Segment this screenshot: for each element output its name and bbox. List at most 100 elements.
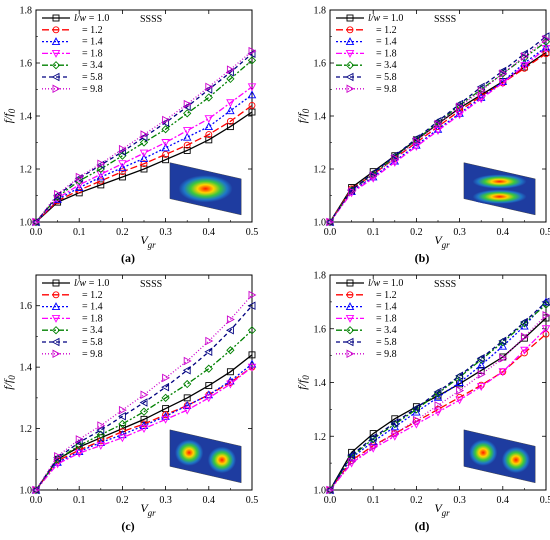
data-point xyxy=(369,171,378,180)
series-line xyxy=(35,94,253,223)
y-tick-label: 1.4 xyxy=(20,363,33,374)
data-point xyxy=(139,149,149,158)
series-line xyxy=(329,35,547,223)
mode-shape-inset xyxy=(169,162,242,216)
data-point xyxy=(161,415,170,424)
data-point xyxy=(118,163,127,172)
data-point xyxy=(369,442,378,452)
data-point xyxy=(391,415,399,423)
data-point xyxy=(96,170,106,179)
data-point xyxy=(183,141,191,149)
data-point xyxy=(118,168,126,176)
x-tick-label: 0.0 xyxy=(30,227,43,238)
legend-marker xyxy=(345,337,354,347)
data-point xyxy=(204,347,213,357)
data-point xyxy=(96,442,106,450)
panel-label: (a) xyxy=(121,251,135,265)
legend-marker xyxy=(346,279,354,287)
data-point xyxy=(140,390,149,400)
x-tick-label: 0.0 xyxy=(324,495,337,506)
legend-marker xyxy=(52,279,60,287)
legend-label: l/w = 1.0 xyxy=(74,13,109,24)
legend-label: = 5.8 xyxy=(82,72,103,83)
data-point xyxy=(182,406,192,415)
data-point xyxy=(347,450,356,460)
data-point xyxy=(412,136,421,146)
data-point xyxy=(412,407,421,416)
data-point xyxy=(369,430,377,438)
data-point xyxy=(248,46,257,56)
data-point xyxy=(205,336,214,346)
data-point xyxy=(31,485,41,495)
legend-label: l/w = 1.0 xyxy=(74,278,109,289)
data-point xyxy=(32,217,41,227)
data-point xyxy=(348,457,357,467)
legend-marker xyxy=(52,26,60,34)
x-tick-label: 0.0 xyxy=(30,495,43,506)
data-point xyxy=(520,62,529,71)
data-point xyxy=(247,90,257,99)
series-line xyxy=(329,41,547,223)
series-line xyxy=(329,301,547,491)
x-tick-label: 0.5 xyxy=(246,227,259,238)
data-point xyxy=(74,438,83,447)
data-point xyxy=(433,387,442,397)
data-point xyxy=(139,398,148,407)
legend-label: = 9.8 xyxy=(82,349,103,360)
data-point xyxy=(32,485,41,495)
legend-label: = 1.8 xyxy=(376,313,397,324)
series-line xyxy=(329,38,547,223)
data-point xyxy=(161,382,170,392)
data-point xyxy=(204,394,214,403)
data-point xyxy=(140,165,148,173)
y-tick-label: 1.0 xyxy=(314,486,327,497)
x-tick-label: 0.3 xyxy=(159,495,172,506)
series-line xyxy=(35,104,253,223)
series-line xyxy=(35,354,253,491)
data-point xyxy=(541,37,550,46)
y-tick-label: 1.6 xyxy=(20,59,33,70)
data-point xyxy=(541,300,550,309)
x-tick-label: 0.4 xyxy=(497,495,510,506)
series-line xyxy=(35,329,253,491)
data-point xyxy=(542,311,550,320)
series-line xyxy=(35,366,253,491)
data-point xyxy=(477,86,486,96)
data-point xyxy=(96,160,105,170)
data-point xyxy=(247,363,257,372)
legend-label: = 9.8 xyxy=(376,349,397,360)
data-point xyxy=(391,154,400,163)
series-line xyxy=(329,314,547,491)
series-3 xyxy=(31,363,257,495)
data-point xyxy=(520,332,529,342)
y-axis-label: f/f0 xyxy=(1,108,17,123)
data-point xyxy=(96,425,105,435)
legend-label: = 1.4 xyxy=(376,302,397,313)
data-point xyxy=(390,158,400,167)
data-point xyxy=(499,69,508,78)
series-5 xyxy=(325,297,550,495)
data-point xyxy=(326,485,335,495)
legend-label: = 3.4 xyxy=(82,60,103,71)
data-point xyxy=(205,82,214,92)
legend-label: = 5.8 xyxy=(376,72,397,83)
data-point xyxy=(75,441,84,450)
data-point xyxy=(391,429,400,438)
legend-marker xyxy=(51,337,60,347)
y-axis-label: f/f0 xyxy=(295,108,311,123)
legend: l/w = 1.0= 1.2= 1.4= 1.8= 3.4= 5.8= 9.8 xyxy=(336,13,403,95)
data-point xyxy=(74,174,83,183)
data-point xyxy=(456,386,465,395)
legend-marker xyxy=(345,37,355,46)
x-tick-label: 0.4 xyxy=(203,495,216,506)
data-point xyxy=(541,32,550,41)
data-point xyxy=(74,447,84,456)
series-3 xyxy=(31,83,257,227)
data-point xyxy=(519,49,528,58)
mode-shape-inset xyxy=(169,429,242,484)
data-point xyxy=(226,74,235,84)
boundary-condition-label: SSSS xyxy=(434,279,456,290)
data-point xyxy=(541,325,550,334)
legend-label: = 1.2 xyxy=(376,25,397,36)
legend-label: = 1.8 xyxy=(376,48,397,59)
